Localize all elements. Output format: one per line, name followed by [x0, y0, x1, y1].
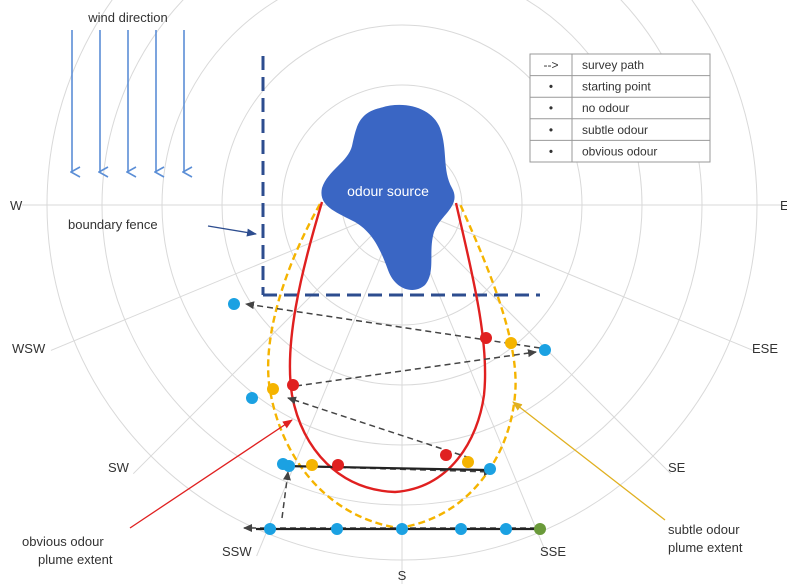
dir-label-wsw: WSW: [12, 341, 46, 356]
obvious-odour-point: [480, 332, 492, 344]
no-odour-point: [455, 523, 467, 535]
dir-label-ssw: SSW: [222, 544, 252, 559]
dir-label-sse: SSE: [540, 544, 566, 559]
dir-label-w: W: [10, 198, 23, 213]
odour-source-shape: [321, 104, 455, 290]
dir-label-s: S: [398, 568, 407, 583]
obvious-plume-label-line1: obvious odour: [22, 534, 104, 549]
dir-label-ese: ESE: [752, 341, 778, 356]
grid-spoke: [50, 204, 403, 351]
subtle-plume-label-line2: plume extent: [668, 540, 743, 555]
legend-symbol: •: [549, 80, 553, 94]
obvious-odour-plume: [288, 201, 487, 494]
subtle-plume-pointer: [512, 401, 666, 521]
subtle-plume-label-line1: subtle odour: [668, 522, 740, 537]
legend-box: [529, 53, 711, 163]
subtle-odour-point: [306, 459, 318, 471]
boundary-fence-pointer: [207, 225, 257, 237]
legend-symbol: •: [549, 123, 553, 137]
no-odour-point: [264, 523, 276, 535]
survey-path-segment: [287, 396, 471, 459]
odour-source-label: odour source: [347, 183, 429, 199]
legend-label: starting point: [582, 80, 651, 94]
no-odour-point: [500, 523, 512, 535]
dir-label-e: E: [780, 198, 787, 213]
starting-point-marker: [534, 523, 546, 535]
no-odour-point: [331, 523, 343, 535]
subtle-odour-point: [505, 337, 517, 349]
legend-symbol: •: [549, 101, 553, 115]
obvious-odour-point: [332, 459, 344, 471]
subtle-odour-point: [462, 456, 474, 468]
wind-direction-label: wind direction: [87, 10, 168, 25]
legend-symbol: •: [549, 144, 553, 158]
grid-spoke: [132, 204, 403, 475]
legend-label: obvious odour: [582, 144, 657, 158]
no-odour-point: [484, 463, 496, 475]
survey-path-segment: [281, 471, 291, 519]
obvious-odour-point: [440, 449, 452, 461]
grid-spoke: [401, 204, 754, 351]
survey-path-segment: [295, 349, 537, 387]
boundary-fence-label: boundary fence: [68, 217, 158, 232]
legend-label: survey path: [582, 58, 644, 72]
legend: --> survey path • starting point • no odour • s…: [529, 53, 711, 163]
legend-label: no odour: [582, 101, 629, 115]
grid-spoke: [401, 204, 672, 475]
survey-points: [228, 298, 551, 535]
dir-label-sw: SW: [108, 460, 130, 475]
no-odour-point: [396, 523, 408, 535]
no-odour-point: [277, 458, 289, 470]
legend-label: subtle odour: [582, 123, 648, 137]
wind-arrows: [72, 30, 184, 172]
no-odour-point: [539, 344, 551, 356]
legend-symbol: -->: [544, 58, 559, 72]
no-odour-point: [228, 298, 240, 310]
no-odour-point: [246, 392, 258, 404]
obvious-plume-pointer: [129, 419, 293, 529]
subtle-odour-point: [267, 383, 279, 395]
survey-path: [243, 301, 542, 532]
obvious-odour-point: [287, 379, 299, 391]
obvious-plume-label-line2: plume extent: [38, 552, 113, 567]
dir-label-se: SE: [668, 460, 686, 475]
